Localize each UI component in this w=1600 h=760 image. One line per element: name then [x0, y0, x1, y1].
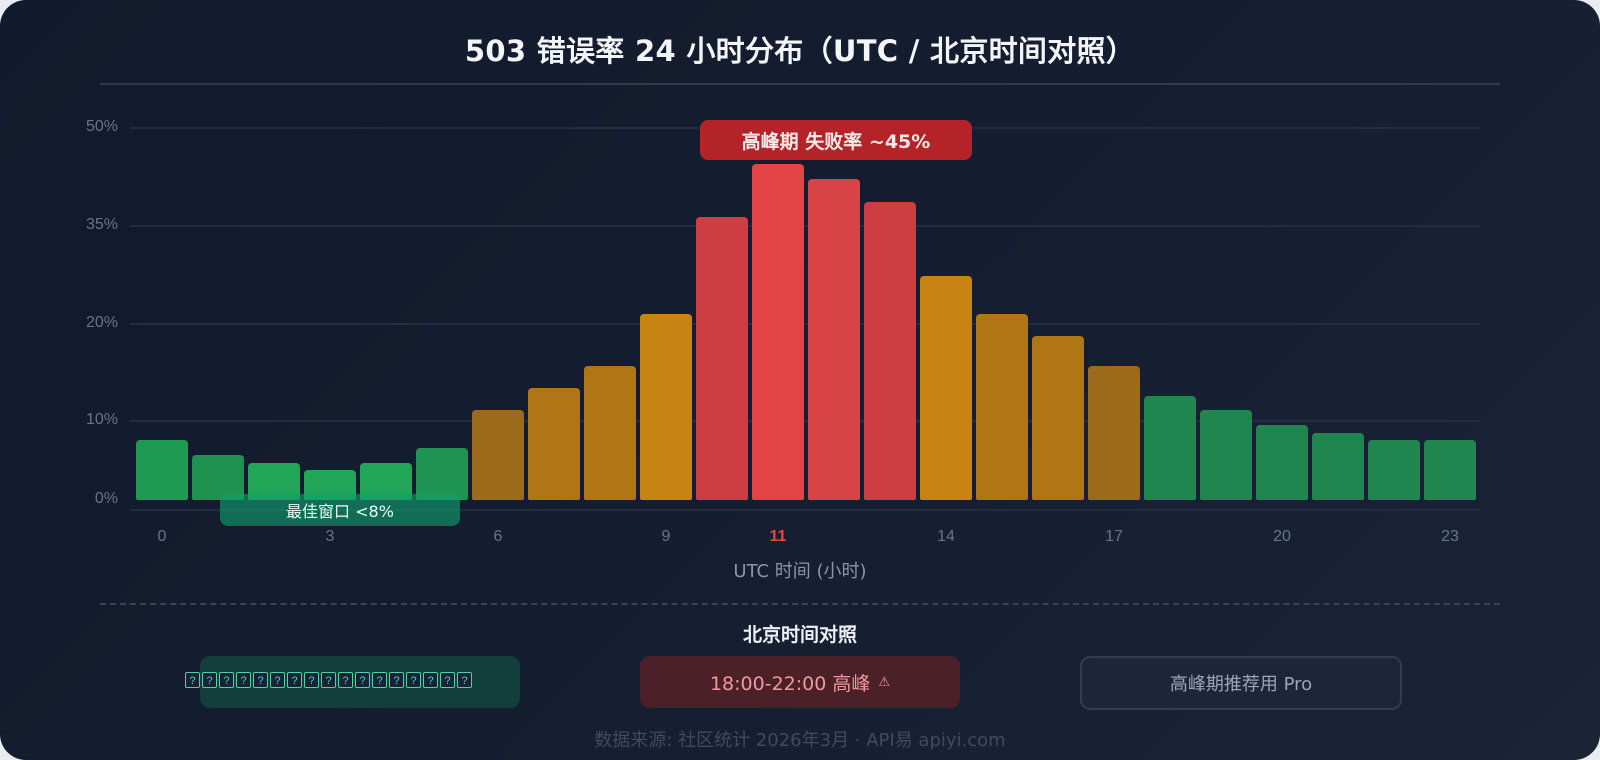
bar-hour-15 — [976, 313, 1028, 500]
bar-hour-14 — [920, 276, 972, 500]
gridline — [130, 323, 1480, 325]
missing-glyph-icon: ? — [440, 672, 455, 688]
bar-hour-17 — [1088, 365, 1140, 500]
bar-hour-4 — [360, 462, 412, 500]
missing-glyph-icon: ? — [270, 672, 285, 688]
best-window-pill-text: ????????????????? — [185, 672, 535, 688]
peak-annotation: 高峰期 失败率 ~45% — [700, 120, 972, 160]
bar-hour-12 — [808, 179, 860, 500]
x-tick-label: 20 — [1273, 528, 1291, 545]
missing-glyph-icon: ? — [338, 672, 353, 688]
x-tick-label: 17 — [1105, 528, 1123, 545]
data-source-footer: 数据来源: 社区统计 2026年3月 · API易 apiyi.com — [594, 730, 1006, 751]
missing-glyph-icon: ? — [253, 672, 268, 688]
bar-hour-11 — [752, 164, 804, 500]
missing-glyph-icon: ? — [355, 672, 370, 688]
x-tick-label: 14 — [937, 528, 955, 545]
peak-hours-text: 18:00-22:00 高峰 — [709, 672, 871, 695]
bar-hour-9 — [640, 313, 692, 500]
x-tick-label: 6 — [493, 528, 503, 545]
gridline — [130, 420, 1480, 422]
x-tick-label: 11 — [769, 528, 787, 545]
missing-glyph-icon: ? — [406, 672, 421, 688]
missing-glyph-icon: ? — [202, 672, 217, 688]
bar-hour-6 — [472, 410, 524, 500]
x-tick-label: 9 — [661, 528, 671, 545]
title-divider — [100, 83, 1500, 85]
y-tick-label: 0% — [94, 490, 118, 507]
gridline — [130, 509, 1480, 511]
bar-hour-7 — [528, 388, 580, 500]
bar-hour-22 — [1368, 440, 1420, 500]
warning-icon: ⚠ — [878, 674, 891, 690]
y-tick-label: 35% — [85, 216, 118, 233]
beijing-section-title: 北京时间对照 — [742, 624, 857, 646]
missing-glyph-icon: ? — [372, 672, 387, 688]
bar-hour-21 — [1312, 432, 1364, 500]
bar-hour-10 — [696, 216, 748, 500]
section-divider — [100, 603, 1500, 605]
missing-glyph-icon: ? — [236, 672, 251, 688]
bar-hour-0 — [136, 440, 188, 500]
missing-glyph-icon: ? — [423, 672, 438, 688]
missing-glyph-icon: ? — [287, 672, 302, 688]
recommend-pro-button[interactable]: 高峰期推荐用 Pro — [1080, 656, 1402, 710]
y-tick-label: 50% — [85, 118, 118, 135]
bar-hour-19 — [1200, 410, 1252, 500]
bar-hour-5 — [416, 447, 468, 500]
bar-hour-16 — [1032, 335, 1084, 500]
bar-hour-2 — [248, 462, 300, 500]
bar-hour-20 — [1256, 425, 1308, 500]
bar-hour-18 — [1144, 395, 1196, 500]
y-tick-label: 20% — [85, 314, 118, 331]
x-tick-label: 0 — [157, 528, 167, 545]
missing-glyph-icon: ? — [321, 672, 336, 688]
bar-hour-8 — [584, 365, 636, 500]
peak-hours-pill: 18:00-22:00 高峰 ⚠ — [640, 656, 960, 708]
missing-glyph-icon: ? — [185, 672, 200, 688]
x-tick-label: 23 — [1441, 528, 1459, 545]
bar-hour-1 — [192, 455, 244, 500]
missing-glyph-icon: ? — [457, 672, 472, 688]
y-tick-label: 10% — [85, 411, 118, 428]
best-window-annotation: 最佳窗口 <8% — [220, 494, 460, 526]
bar-hour-13 — [864, 201, 916, 500]
bar-hour-23 — [1424, 440, 1476, 500]
missing-glyph-icon: ? — [389, 672, 404, 688]
gridline — [130, 225, 1480, 227]
x-tick-label: 3 — [325, 528, 335, 545]
missing-glyph-icon: ? — [304, 672, 319, 688]
chart-title: 503 错误率 24 小时分布（UTC / 北京时间对照） — [464, 34, 1136, 68]
missing-glyph-icon: ? — [219, 672, 234, 688]
x-axis-label: UTC 时间 (小时) — [733, 561, 867, 582]
